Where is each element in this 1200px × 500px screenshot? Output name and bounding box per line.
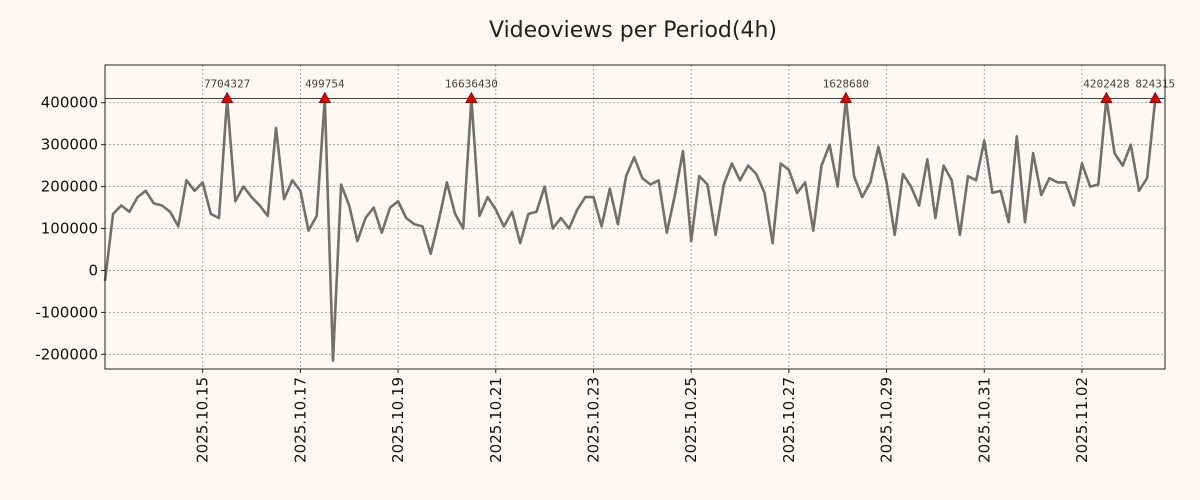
y-tick-label: -100000: [35, 303, 98, 321]
x-tick-label: 2025.10.19: [389, 377, 407, 463]
y-tick-label: 300000: [41, 136, 98, 154]
chart-title: Videoviews per Period(4h): [489, 18, 777, 43]
peak-marker: [220, 91, 234, 103]
peak-marker: [1149, 91, 1162, 103]
peak-label: 1628680: [823, 78, 869, 91]
y-tick-label: 0: [88, 261, 98, 279]
peak-label: 4202428: [1083, 78, 1129, 91]
peak-label: 499754: [305, 78, 345, 91]
peak-label: 824315: [1135, 78, 1175, 91]
x-tick-label: 2025.10.31: [975, 377, 993, 463]
plot-frame: [104, 64, 1166, 370]
peak-marker: [465, 91, 478, 103]
y-axis: -200000 -100000 0 100000 200000 300000 400000: [35, 94, 105, 363]
y-tick-label: 400000: [41, 94, 98, 112]
x-tick-label: 2025.10.21: [487, 377, 505, 463]
x-tick-label: 2025.11.02: [1073, 377, 1091, 463]
y-tick-label: 100000: [41, 220, 98, 238]
x-tick-label: 2025.10.15: [194, 377, 212, 463]
peak-marker: [839, 91, 853, 103]
x-tick-label: 2025.10.23: [584, 377, 602, 463]
x-tick-label: 2025.10.17: [291, 377, 309, 463]
series-line-videoviews: [103, 97, 1157, 362]
y-tick-label: -200000: [35, 345, 98, 363]
y-tick-label: 200000: [41, 178, 98, 196]
x-tick-label: 2025.10.27: [780, 377, 798, 463]
peak-marker: [1100, 91, 1113, 103]
peak-marker: [318, 91, 331, 103]
peak-label: 16636430: [445, 78, 498, 91]
x-tick-label: 2025.10.29: [878, 377, 896, 463]
grid-layer: [105, 65, 1165, 369]
peak-label: 7704327: [204, 78, 250, 91]
x-axis: 2025.10.15 2025.10.17 2025.10.19 2025.10.21…: [194, 369, 1091, 463]
x-tick-label: 2025.10.25: [682, 377, 700, 463]
